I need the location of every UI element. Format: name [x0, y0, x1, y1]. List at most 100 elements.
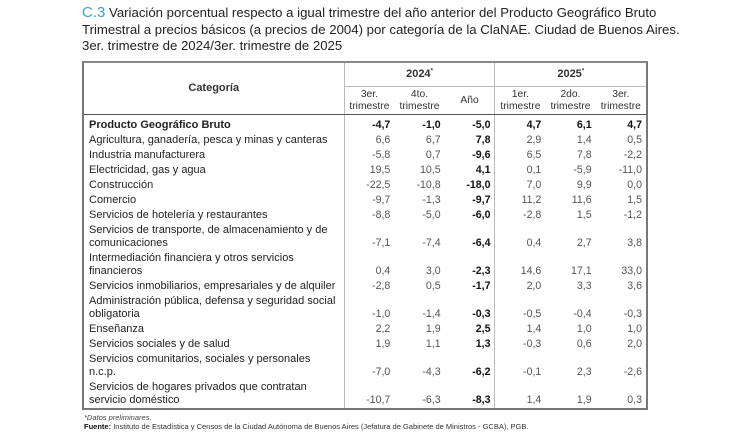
cell-value: 2,5: [444, 322, 496, 337]
column-header: 4to. trimestre: [394, 86, 445, 115]
cell-value: 6,5: [526, 149, 542, 161]
table-body: Producto Geográfico Bruto -4,7 -1,0 -5,0 4,7…: [84, 114, 646, 408]
table-row: Industria manufacturera -5,8 0,7 -9,6 6,5 7,8…: [84, 148, 646, 163]
table-row: Electricidad, gas y agua 19,5 10,5 4,1 0,1 -5…: [84, 163, 646, 178]
cell-value: -1,0: [372, 308, 391, 320]
cell-value: 1,0: [576, 323, 592, 335]
cell-value: -0,3: [444, 294, 496, 322]
table-row: Comercio -9,7 -1,3 -9,7 11,2 11,6 1,5: [84, 193, 646, 208]
cell-value: 1,4: [576, 134, 592, 146]
cell-value: -9,6: [444, 148, 496, 163]
cell-value: 1,9: [425, 323, 441, 335]
cell-value: 0,3: [627, 394, 642, 406]
cell-value: -2,8: [523, 209, 542, 221]
cell-value: -0,1: [523, 366, 542, 378]
table-row: Intermediación financiera y otros servic…: [84, 251, 646, 279]
row-category: Industria manufacturera: [84, 148, 345, 163]
cell-value: -2,2: [623, 149, 642, 161]
cell-value: 4,7: [526, 119, 542, 131]
title-text: Variación porcentual respecto a igual tr…: [82, 5, 680, 53]
cell-value: 3,8: [627, 237, 642, 249]
cell-value: 1,0: [627, 323, 642, 335]
cell-value: 2,7: [576, 237, 592, 249]
row-category: Servicios sociales y de salud: [84, 337, 345, 352]
cell-value: 1,4: [526, 394, 542, 406]
preliminary-mark: *: [430, 68, 433, 75]
cell-value: 2,3: [576, 366, 592, 378]
source-label: Fuente:: [84, 422, 112, 431]
cell-value: -8,8: [372, 209, 391, 221]
footnote: *Datos preliminares.: [84, 413, 152, 422]
subheader-row: 3er. trimestre 4to. trimestre Año 1er. trim…: [84, 86, 646, 115]
cell-value: 1,3: [444, 337, 496, 352]
cell-value: -22,5: [366, 179, 391, 191]
table-title: C.3 Variación porcentual respecto a igua…: [82, 4, 682, 55]
cell-value: 1,5: [627, 194, 642, 206]
cell-value: -6,3: [422, 394, 441, 406]
table-row: Servicios de hotelería y restaurantes -8,…: [84, 208, 646, 223]
cell-value: -9,7: [444, 193, 496, 208]
cell-value: 0,5: [425, 280, 441, 292]
row-category: Servicios comunitarios, sociales y perso…: [84, 352, 345, 380]
table-row: Enseñanza 2,2 1,9 2,5 1,4 1,0 1,0: [84, 322, 646, 337]
cell-value: 10,5: [420, 164, 441, 176]
cell-value: -6,0: [444, 208, 496, 223]
cell-value: -1,2: [623, 209, 642, 221]
cell-value: -7,1: [372, 237, 391, 249]
year-header-2025: 2025*: [494, 62, 646, 87]
row-category: Servicios inmobiliarios, empresariales y…: [84, 279, 345, 294]
preliminary-mark: *: [581, 68, 585, 75]
cell-value: 2,9: [526, 134, 542, 146]
cell-value: -9,7: [372, 194, 391, 206]
cell-value: -5,0: [422, 209, 441, 221]
row-category: Comercio: [84, 193, 345, 208]
source-text: Instituto de Estadística y Censos de la …: [113, 422, 529, 431]
row-category: Agricultura, ganadería, pesca y minas y …: [84, 133, 345, 148]
cell-value: 14,6: [520, 265, 542, 277]
cell-value: 2,2: [375, 323, 391, 335]
source-note: Fuente: Instituto de Estadística y Censo…: [82, 422, 730, 431]
column-header: 3er. trimestre: [595, 86, 646, 115]
cell-value: 1,4: [526, 323, 542, 335]
cell-value: -11,0: [618, 164, 642, 176]
cell-value: -8,3: [444, 380, 496, 408]
row-category: Enseñanza: [84, 322, 345, 337]
cell-value: -18,0: [444, 178, 496, 193]
cell-value: -5,9: [573, 164, 592, 176]
cell-value: -1,4: [422, 308, 441, 320]
column-header: 1er. trimestre: [494, 86, 546, 115]
cell-value: 2,0: [627, 338, 642, 350]
column-header: 3er. trimestre: [344, 86, 395, 115]
category-header: Categoría: [84, 62, 345, 115]
cell-value: -6,2: [444, 352, 496, 380]
year-label: 2025: [557, 68, 582, 81]
table-row: Servicios sociales y de salud 1,9 1,1 1,3 -0…: [84, 337, 646, 352]
cell-value: 0,4: [375, 265, 391, 277]
table-row: Servicios comunitarios, sociales y perso…: [84, 352, 646, 380]
table-code: C.3: [82, 4, 106, 21]
cell-value: 0,6: [576, 338, 592, 350]
cell-value: -0,5: [523, 308, 542, 320]
cell-value: 1,9: [576, 394, 592, 406]
cell-value: -7,4: [422, 237, 441, 249]
cell-value: 0,1: [526, 164, 542, 176]
cell-value: -6,4: [444, 223, 496, 251]
cell-value: -1,0: [422, 119, 441, 131]
cell-value: 7,8: [576, 149, 592, 161]
cell-value: 6,1: [576, 119, 592, 131]
table-row: Servicios de transporte, de almacenamien…: [84, 223, 646, 251]
cell-value: -1,7: [444, 279, 496, 294]
cell-value: -1,3: [422, 194, 441, 206]
table-row: Construcción -22,5 -10,8 -18,0 7,0 9,9 0,0: [84, 178, 646, 193]
column-header: 2do. trimestre: [545, 86, 596, 115]
cell-value: 0,5: [627, 134, 642, 146]
row-category: Electricidad, gas y agua: [84, 163, 345, 178]
row-category: Servicios de hogares privados que contra…: [84, 380, 345, 408]
cell-value: 2,0: [526, 280, 542, 292]
table-row: Servicios inmobiliarios, empresariales y…: [84, 279, 646, 294]
row-category: Administración pública, defensa y seguri…: [84, 294, 345, 322]
cell-value: 4,7: [627, 119, 642, 131]
cell-value: -5,8: [372, 149, 391, 161]
row-category: Intermediación financiera y otros servic…: [84, 251, 345, 279]
cell-value: -7,0: [372, 366, 391, 378]
